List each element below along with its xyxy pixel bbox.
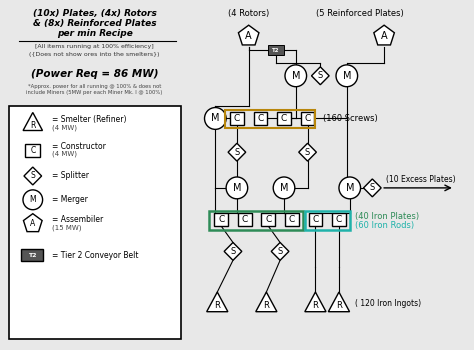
Polygon shape: [364, 179, 381, 197]
Text: (10x) Plates, (4x) Rotors: (10x) Plates, (4x) Rotors: [33, 9, 156, 18]
Text: = Smelter (Refiner): = Smelter (Refiner): [53, 115, 127, 124]
Text: per min Recipe: per min Recipe: [57, 29, 133, 38]
Bar: [254, 112, 267, 125]
Text: C: C: [289, 215, 295, 224]
Text: C: C: [30, 146, 36, 155]
Text: R: R: [30, 121, 36, 130]
Text: = Constructor: = Constructor: [53, 142, 106, 151]
Bar: [21, 250, 43, 261]
Text: S: S: [277, 247, 283, 256]
Polygon shape: [271, 243, 289, 260]
Polygon shape: [311, 67, 329, 85]
Bar: [285, 213, 299, 226]
Text: T2: T2: [27, 253, 36, 258]
Circle shape: [336, 65, 357, 87]
Circle shape: [273, 177, 295, 199]
Text: C: C: [312, 215, 319, 224]
Text: (Power Req = 86 MW): (Power Req = 86 MW): [31, 69, 158, 79]
Bar: [277, 112, 291, 125]
Polygon shape: [24, 167, 42, 185]
Text: C: C: [234, 114, 240, 123]
Text: R: R: [214, 301, 220, 310]
Text: M: M: [280, 183, 288, 193]
Polygon shape: [224, 243, 242, 260]
Text: T2: T2: [273, 48, 280, 52]
Text: S: S: [305, 148, 310, 157]
Text: (160 Screws): (160 Screws): [323, 114, 378, 123]
Text: = Merger: = Merger: [53, 195, 88, 204]
Text: R: R: [336, 301, 342, 310]
Text: R: R: [264, 301, 269, 310]
Text: include Miners (5MW per each Miner Mk. I @ 100%): include Miners (5MW per each Miner Mk. I…: [27, 90, 163, 95]
Text: M: M: [292, 71, 300, 81]
Text: ({Does not show ores into the smelters}): ({Does not show ores into the smelters}): [29, 52, 160, 57]
Polygon shape: [328, 292, 349, 312]
Text: = Splitter: = Splitter: [53, 172, 90, 181]
Text: C: C: [336, 215, 342, 224]
Text: (60 Iron Rods): (60 Iron Rods): [355, 221, 414, 230]
Text: ( 120 Iron Ingots): ( 120 Iron Ingots): [355, 300, 421, 308]
Bar: [210, 211, 303, 230]
Polygon shape: [238, 25, 259, 45]
Text: M: M: [233, 183, 241, 193]
Polygon shape: [299, 143, 316, 161]
Circle shape: [204, 107, 226, 130]
Text: C: C: [281, 114, 287, 123]
Text: & (8x) Reinforced Plates: & (8x) Reinforced Plates: [33, 19, 156, 28]
Text: A: A: [246, 31, 252, 41]
Polygon shape: [228, 143, 246, 161]
Text: C: C: [265, 215, 272, 224]
Bar: [9, 106, 181, 339]
Bar: [230, 112, 244, 125]
Text: M: M: [29, 195, 36, 204]
Text: M: M: [343, 71, 351, 81]
Polygon shape: [23, 112, 43, 131]
Text: C: C: [218, 215, 224, 224]
Text: (4 MW): (4 MW): [53, 151, 77, 158]
Polygon shape: [256, 292, 277, 312]
Bar: [225, 110, 315, 128]
Text: R: R: [312, 301, 319, 310]
Text: (40 Iron Plates): (40 Iron Plates): [355, 212, 419, 221]
Text: = Tier 2 Conveyor Belt: = Tier 2 Conveyor Belt: [53, 251, 139, 260]
Bar: [262, 213, 275, 226]
Text: M: M: [211, 113, 219, 124]
Text: S: S: [370, 183, 375, 192]
Polygon shape: [207, 292, 228, 312]
Text: A: A: [381, 31, 387, 41]
Bar: [332, 213, 346, 226]
Bar: [238, 213, 252, 226]
Text: S: S: [30, 172, 35, 181]
Text: (10 Excess Plates): (10 Excess Plates): [386, 175, 456, 184]
Circle shape: [285, 65, 307, 87]
Bar: [214, 213, 228, 226]
Text: A: A: [30, 219, 36, 228]
Text: C: C: [242, 215, 248, 224]
Bar: [301, 112, 314, 125]
Polygon shape: [305, 292, 326, 312]
Text: (15 MW): (15 MW): [53, 224, 82, 231]
Text: M: M: [346, 183, 354, 193]
Bar: [309, 213, 322, 226]
Text: = Assembiler: = Assembiler: [53, 215, 104, 224]
Text: (4 Rotors): (4 Rotors): [228, 9, 269, 18]
Polygon shape: [374, 25, 394, 45]
Bar: [268, 45, 284, 55]
Text: C: C: [304, 114, 310, 123]
Text: C: C: [257, 114, 264, 123]
Text: (4 MW): (4 MW): [53, 124, 77, 131]
Polygon shape: [23, 214, 42, 232]
Bar: [26, 144, 40, 157]
Text: (5 Reinforced Plates): (5 Reinforced Plates): [316, 9, 403, 18]
Text: *Approx. power for all running @ 100% & does not: *Approx. power for all running @ 100% & …: [28, 84, 161, 89]
Text: [All items running at 100% efficiency]: [All items running at 100% efficiency]: [35, 44, 154, 49]
Circle shape: [226, 177, 248, 199]
Bar: [305, 211, 350, 230]
Text: S: S: [318, 71, 323, 80]
Circle shape: [23, 190, 43, 210]
Text: S: S: [234, 148, 239, 157]
Circle shape: [339, 177, 361, 199]
Text: S: S: [230, 247, 236, 256]
